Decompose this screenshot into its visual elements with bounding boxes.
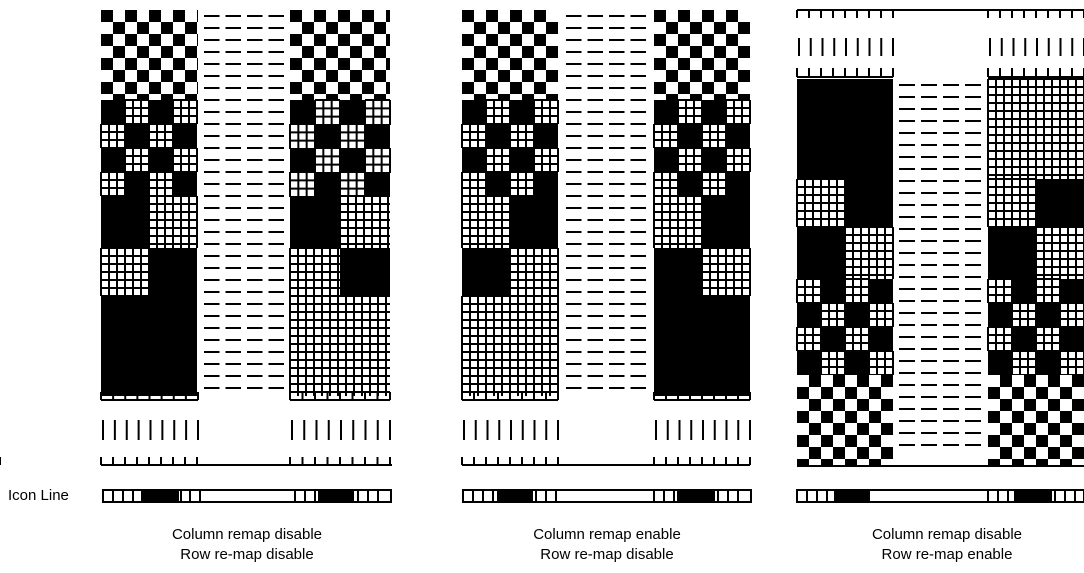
icon-line-label: Icon Line bbox=[8, 487, 69, 504]
panel-2-diagram bbox=[461, 10, 752, 503]
panel-2-caption: Column remap enable Row re-map disable bbox=[457, 525, 757, 565]
panel-3-caption-line1: Column remap disable bbox=[871, 526, 1023, 543]
panel-1-caption-line1: Column remap disable bbox=[171, 526, 323, 543]
panel-2-caption-line2: Row re-map disable bbox=[540, 546, 674, 563]
panel-2-caption-line1: Column remap enable bbox=[533, 526, 681, 543]
panel-3-caption-line2: Row re-map enable bbox=[881, 546, 1013, 563]
panel-1-caption: Column remap disable Row re-map disable bbox=[97, 525, 397, 565]
panel-1-diagram bbox=[0, 10, 392, 503]
panel-3-diagram bbox=[796, 9, 1084, 503]
panel-1-caption-line2: Row re-map disable bbox=[180, 546, 314, 563]
panel-3-caption: Column remap disable Row re-map enable bbox=[797, 525, 1084, 565]
